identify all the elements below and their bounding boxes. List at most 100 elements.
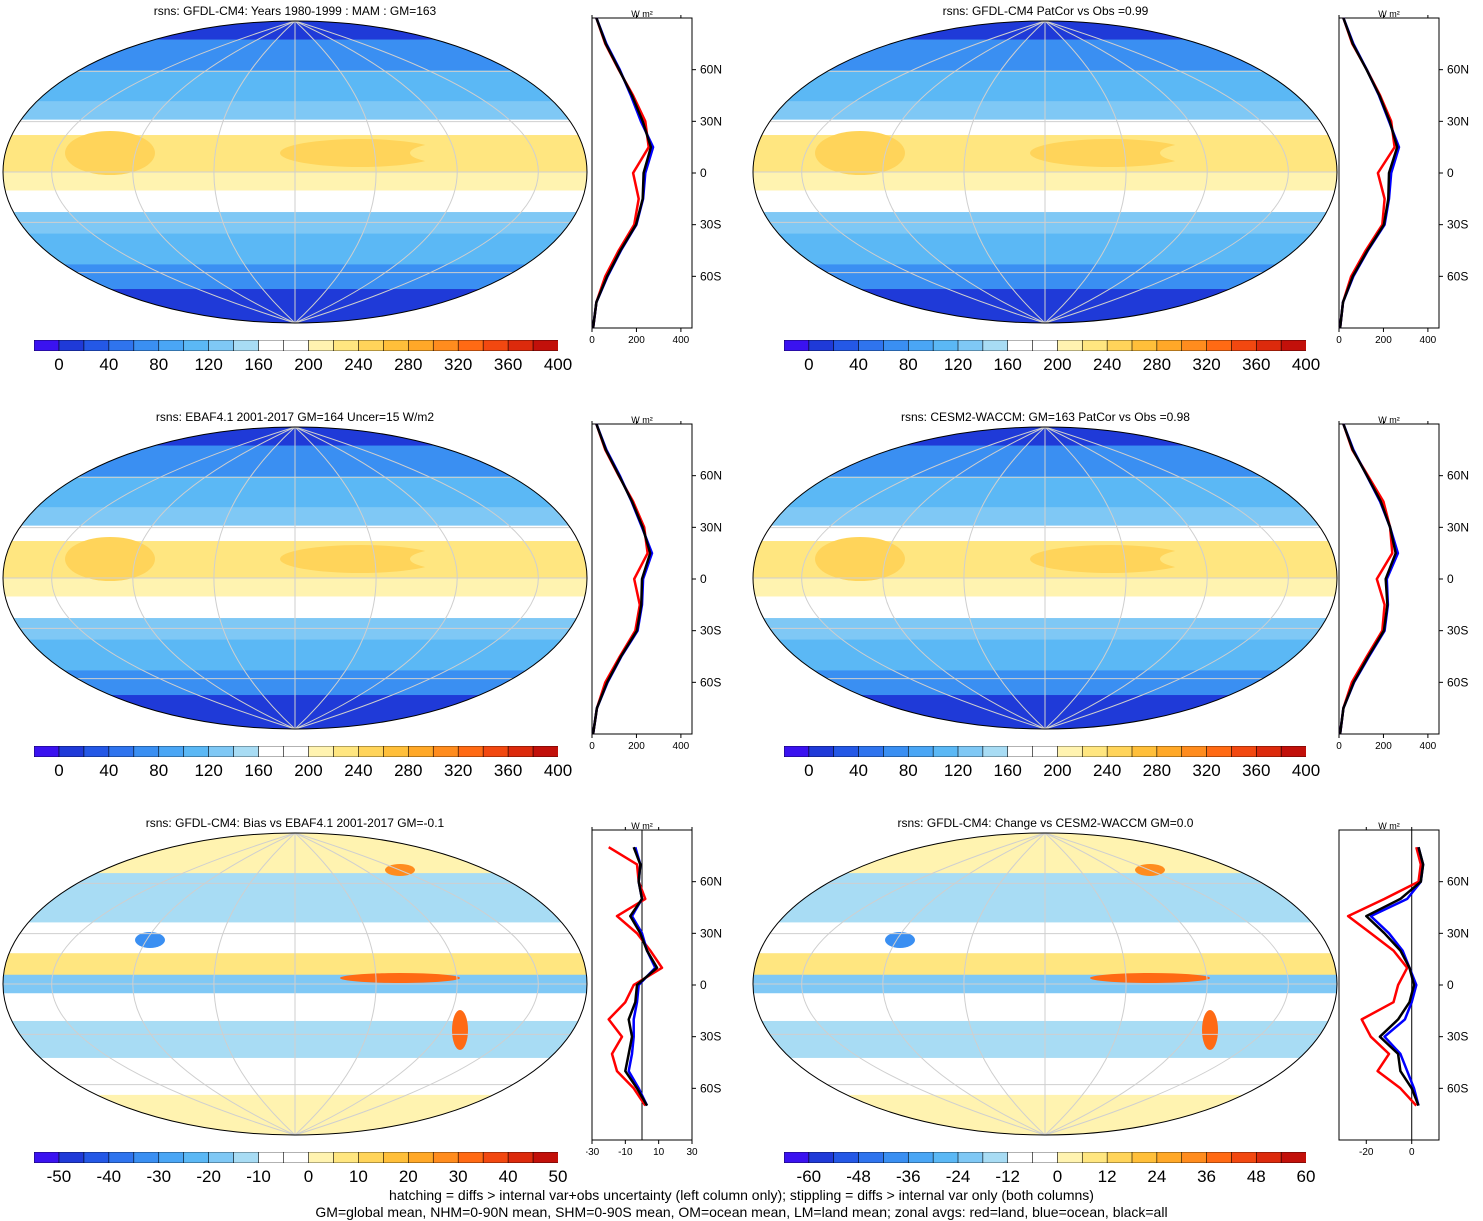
colorbar-tick-label: 200: [1043, 761, 1072, 780]
zonal-x-tick-label: 0: [589, 741, 595, 752]
zonal-x-tick-label: 400: [673, 335, 690, 346]
lat-tick-label: 60S: [700, 675, 721, 689]
zonal-line-land: [591, 17, 650, 329]
lat-tick-label: 30N: [1447, 926, 1469, 940]
colorbar-tick-label: 80: [898, 355, 918, 374]
lat-tick-label: 60S: [1447, 269, 1468, 283]
colorbar-tick-label: -60: [796, 1167, 822, 1186]
colorbar-tick-label: 360: [493, 761, 523, 780]
panel-1: rsns: GFDL-CM4: Years 1980-1999 : MAM : …: [0, 0, 740, 405]
colorbar-tick-label: 200: [294, 761, 323, 780]
lat-tick-label: 30N: [700, 520, 722, 534]
lat-tick-label: 60S: [700, 1081, 721, 1095]
colorbar-tick-label: 320: [1192, 355, 1221, 374]
zonal-line-all: [1365, 846, 1425, 1107]
colorbar-tick-label: 120: [943, 355, 973, 374]
colorbar-tick-label: 280: [394, 355, 423, 374]
colorbar-tick-label: 320: [444, 355, 473, 374]
map-title: rsns: CESM2-WACCM: GM=163 PatCor vs Obs …: [901, 410, 1190, 424]
colorbar: [784, 746, 1306, 757]
lat-tick-label: 0: [1447, 572, 1454, 586]
colorbar-tick-label: 40: [849, 761, 869, 780]
lat-tick-label: 30N: [1447, 520, 1469, 534]
colorbar-tick-label: 400: [1291, 761, 1321, 780]
lat-tick-label: 60S: [700, 269, 721, 283]
colorbar-labels: 0 40 80 120 160 200 240 280 320 360 400: [34, 761, 572, 781]
zonal-line-land: [607, 846, 664, 1107]
colorbar: [34, 1152, 558, 1163]
zonal-line-land: [591, 423, 649, 735]
colorbar-tick-label: 240: [1092, 761, 1122, 780]
map-title: rsns: GFDL-CM4: Change vs CESM2-WACCM GM…: [897, 816, 1194, 830]
zonal-line-land: [1346, 846, 1423, 1107]
lat-tick-label: 0: [700, 978, 707, 992]
colorbar-tick-label: 240: [344, 355, 373, 374]
colorbar-tick-label: 320: [444, 761, 473, 780]
colorbar-tick-label: 0: [54, 355, 64, 374]
map-field: [752, 426, 1338, 730]
colorbar: [784, 340, 1306, 351]
colorbar-tick-label: 0: [804, 355, 814, 374]
colorbar-tick-label: 200: [294, 355, 323, 374]
lat-tick-label: 60N: [700, 63, 722, 77]
colorbar-tick-label: 400: [543, 761, 573, 780]
colorbar-tick-label: 120: [943, 761, 973, 780]
lat-tick-label: 60N: [700, 875, 722, 889]
colorbar-tick-label: 160: [993, 355, 1022, 374]
lat-tick-label: 30S: [700, 218, 721, 232]
colorbar-tick-label: 120: [194, 761, 223, 780]
zonal-mean-plot: W m² 60N 30N 0 30S 60S 0 200 400: [1336, 10, 1469, 346]
footer-line-1: hatching = diffs > internal var+obs unce…: [389, 1187, 1094, 1203]
lat-tick-label: 60N: [700, 469, 722, 483]
colorbar-tick-label: 48: [1246, 1167, 1266, 1186]
map-diff: [2, 832, 588, 1136]
map-title: rsns: EBAF4.1 2001-2017 GM=164 Uncer=15 …: [155, 410, 435, 424]
colorbar-tick-label: 200: [1043, 355, 1072, 374]
zonal-unit-label: W m²: [631, 10, 653, 19]
map-field: [752, 20, 1338, 324]
zonal-x-tick-label: 200: [628, 335, 645, 346]
colorbar-tick-label: 30: [448, 1167, 468, 1186]
colorbar-tick-label: 360: [1242, 761, 1271, 780]
colorbar-tick-label: -24: [945, 1167, 971, 1186]
zonal-x-tick-label: 0: [1336, 741, 1342, 752]
zonal-x-tick-label: 10: [653, 1147, 665, 1158]
lat-tick-label: 0: [1447, 166, 1454, 180]
zonal-x-tick-label: 200: [628, 741, 645, 752]
colorbar-tick-label: 360: [493, 355, 523, 374]
zonal-x-tick-label: 400: [673, 741, 690, 752]
colorbar-tick-label: 160: [244, 761, 273, 780]
colorbar-tick-label: 36: [1197, 1167, 1217, 1186]
zonal-line-all: [624, 846, 659, 1107]
colorbar-labels: -60 -48 -36 -24 -12 0 12 24 36 48 60: [784, 1167, 1316, 1187]
colorbar-tick-label: 12: [1097, 1167, 1117, 1186]
zonal-x-tick-label: 0: [589, 335, 595, 346]
lat-tick-label: 0: [700, 166, 707, 180]
lat-tick-label: 30S: [1447, 1030, 1468, 1044]
zonal-line-all: [591, 423, 652, 735]
panel-2: rsns: GFDL-CM4 PatCor vs Obs =0.99 W m² 6…: [748, 0, 1483, 405]
colorbar-tick-label: 320: [1192, 761, 1221, 780]
colorbar-tick-label: 280: [1142, 761, 1172, 780]
colorbar-tick-label: 0: [54, 761, 64, 780]
lat-tick-label: 30S: [700, 624, 721, 638]
colorbar-tick-label: -12: [995, 1167, 1020, 1186]
colorbar-labels: 0 40 80 120 160 200 240 280 320 360 400: [784, 761, 1320, 781]
zonal-line-all: [1338, 423, 1397, 735]
colorbar-tick-label: 0: [1052, 1167, 1063, 1186]
colorbar-tick-label: 80: [149, 355, 169, 374]
panel-3: rsns: EBAF4.1 2001-2017 GM=164 Uncer=15 …: [0, 406, 740, 811]
zonal-line-all: [1338, 17, 1399, 329]
lat-tick-label: 0: [700, 572, 707, 586]
zonal-x-tick-label: 0: [1409, 1147, 1415, 1158]
panel-4: rsns: CESM2-WACCM: GM=163 PatCor vs Obs …: [748, 406, 1483, 811]
zonal-line-ocean: [1338, 423, 1400, 735]
colorbar-tick-label: 10: [348, 1167, 368, 1186]
colorbar-tick-label: 24: [1147, 1167, 1167, 1186]
colorbar-tick-label: 360: [1242, 355, 1271, 374]
map-title: rsns: GFDL-CM4 PatCor vs Obs =0.99: [942, 4, 1149, 18]
lat-tick-label: 30S: [1447, 624, 1468, 638]
colorbar: [784, 1152, 1306, 1163]
zonal-x-tick-label: -10: [618, 1147, 633, 1158]
zonal-x-tick-label: 400: [1420, 335, 1437, 346]
